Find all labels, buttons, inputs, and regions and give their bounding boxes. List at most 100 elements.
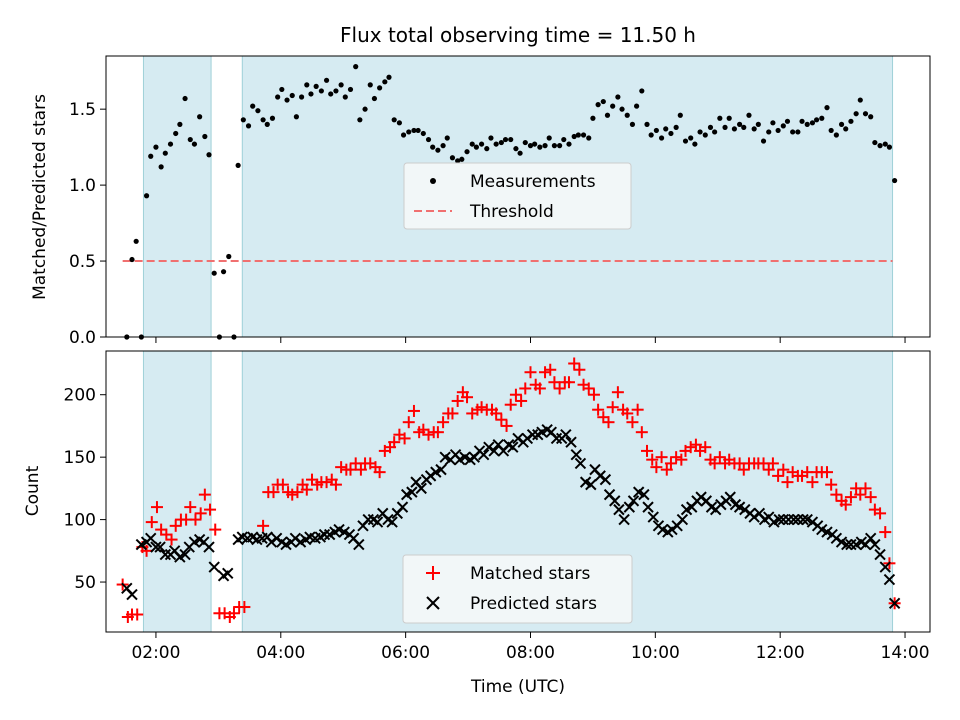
matched-star-point: [879, 526, 892, 539]
measurement-point: [546, 135, 552, 141]
measurement-point: [697, 129, 703, 135]
measurement-point: [420, 130, 426, 137]
measurement-point: [240, 117, 246, 123]
matched-star-point: [150, 501, 163, 514]
predicted-star-point: [585, 478, 597, 491]
matched-star-point: [806, 476, 819, 489]
matched-star-point: [606, 401, 619, 414]
measurement-point: [235, 162, 241, 168]
matched-star-point: [762, 463, 775, 476]
measurement-point: [799, 118, 805, 124]
matched-star-point: [437, 416, 450, 429]
predicted-star-point: [483, 441, 495, 453]
measurement-point: [619, 106, 625, 112]
predicted-star-point: [676, 513, 689, 526]
matched-star-point: [830, 488, 843, 501]
predicted-stars-points: [121, 423, 901, 609]
measurement-point: [692, 141, 698, 147]
measurement-point: [488, 135, 494, 141]
bottom-y-axis-ticks: 50 100 150 200: [64, 386, 106, 593]
measurement-point: [202, 133, 208, 140]
matched-star-point: [140, 544, 153, 557]
top-y-axis-ticks: 0.0 0.5 1.0 1.5: [69, 100, 106, 348]
measurement-point: [726, 115, 732, 121]
predicted-star-point: [609, 495, 621, 507]
matched-star-point: [689, 438, 702, 451]
top-y-tick-label: 1.0: [69, 176, 96, 196]
predicted-star-point: [618, 513, 630, 526]
chart-title: Flux total observing time = 11.50 h: [340, 23, 696, 47]
predicted-star-point: [477, 448, 490, 461]
matched-star-point: [354, 463, 367, 476]
matched-star-point: [664, 457, 677, 470]
predicted-star-point: [748, 511, 760, 523]
predicted-star-point: [154, 541, 166, 553]
measurement-point: [298, 94, 305, 100]
predicted-star-point: [613, 503, 625, 516]
matched-star-point: [189, 513, 202, 526]
matched-star-point: [587, 388, 600, 401]
predicted-star-point: [488, 445, 500, 457]
measurement-point: [153, 144, 159, 150]
measurement-point: [473, 144, 479, 150]
measurement-point: [513, 146, 519, 152]
matched-star-point: [821, 466, 833, 479]
matched-star-point: [490, 407, 503, 420]
measurement-point: [673, 124, 679, 130]
measurement-point: [493, 141, 499, 147]
matched-star-point: [592, 403, 605, 416]
measurement-point: [182, 95, 188, 102]
bottom-x-tick-label: 06:00: [381, 643, 430, 663]
legend-threshold: Threshold: [469, 202, 554, 222]
measurement-point: [415, 127, 421, 134]
measurement-point: [449, 155, 456, 161]
predicted-star-point: [864, 532, 877, 545]
matched-star-point: [611, 386, 624, 399]
bottom-x-tick-label: 12:00: [756, 643, 805, 663]
matched-star-point: [461, 391, 474, 404]
bottom-shade-0: [142, 350, 212, 633]
predicted-star-point: [353, 538, 365, 551]
matched-star-point: [635, 426, 648, 439]
measurement-point: [173, 130, 179, 137]
measurement-point: [610, 103, 616, 109]
measurement-point: [833, 132, 839, 138]
measurement-point: [828, 127, 834, 134]
predicted-star-point: [773, 513, 785, 526]
measurement-point: [430, 144, 436, 150]
matched-star-point: [708, 457, 721, 470]
bottom-y-tick-label: 200: [64, 386, 96, 406]
measurement-point: [682, 138, 689, 144]
measurement-point: [644, 121, 650, 127]
measurement-point: [780, 123, 786, 129]
measurement-point: [882, 141, 888, 147]
measurement-point: [264, 121, 270, 127]
measurement-point: [211, 270, 217, 276]
matched-star-point: [562, 376, 575, 389]
measurement-point: [804, 121, 810, 127]
measurement-point: [308, 91, 314, 97]
measurement-point: [386, 74, 392, 80]
top-y-tick-label: 1.5: [69, 100, 96, 120]
measurement-point: [542, 143, 548, 149]
matched-star-point: [781, 476, 794, 489]
matched-star-point: [641, 444, 654, 457]
matched-star-point: [864, 491, 877, 504]
measurement-point: [795, 129, 801, 135]
predicted-star-point: [270, 532, 283, 545]
matched-star-point: [515, 394, 528, 407]
measurement-point: [318, 88, 324, 94]
predicted-star-point: [560, 428, 572, 441]
measurement-point: [775, 127, 781, 134]
measurement-point: [658, 135, 665, 141]
measurement-point: [707, 124, 714, 130]
matched-star-point: [621, 407, 634, 420]
measurement-point: [668, 130, 674, 137]
measurement-point: [877, 143, 883, 149]
measurement-point: [688, 135, 694, 141]
predicted-star-point: [424, 470, 437, 482]
predicted-star-point: [145, 532, 157, 545]
measurement-point: [677, 112, 683, 118]
predicted-star-point: [203, 541, 215, 553]
measurement-point: [425, 136, 432, 143]
